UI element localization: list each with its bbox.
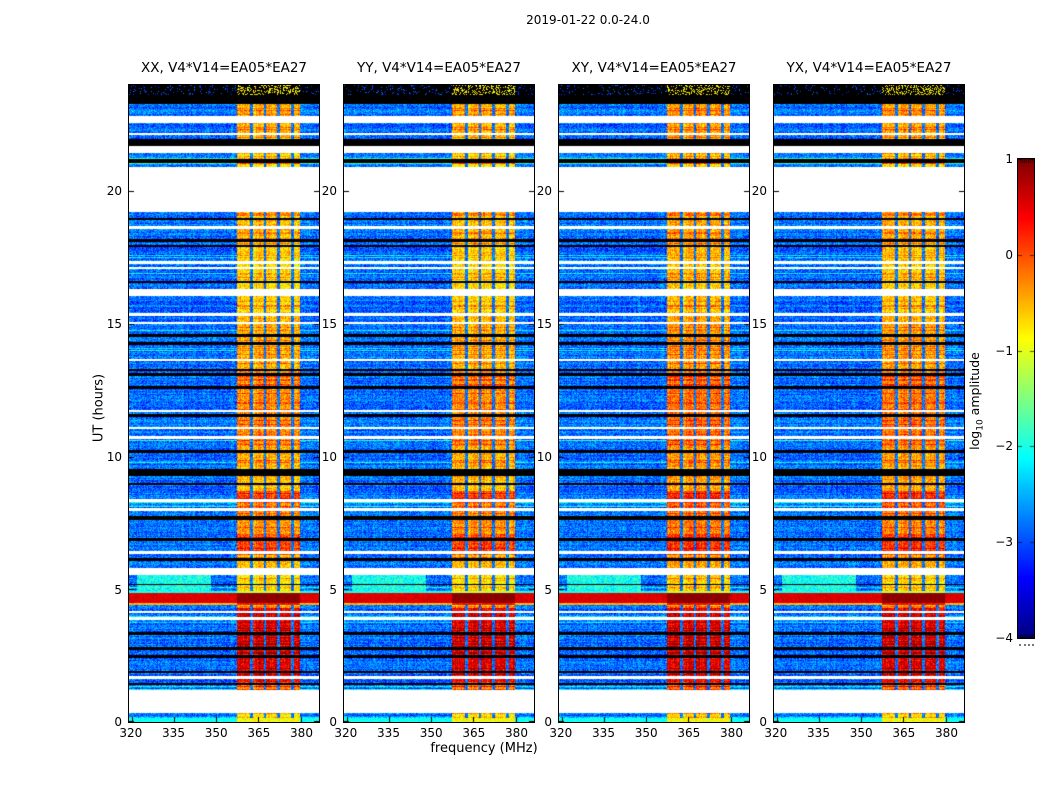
- spectrogram-panel: [558, 84, 750, 723]
- colorbar-label-suffix: amplitude: [966, 352, 982, 420]
- x-tick-label: 335: [592, 726, 615, 740]
- x-tick-label: 350: [419, 726, 443, 740]
- spectrogram-canvas: [129, 85, 319, 722]
- y-tick-label: 10: [751, 449, 767, 464]
- y-tick-label: 5: [114, 582, 122, 597]
- colorbar: [1017, 158, 1035, 639]
- x-tick-label: 380: [935, 726, 958, 740]
- spectrogram-panel: [343, 84, 535, 723]
- y-tick-label: 0: [544, 715, 552, 729]
- x-tick-label: 350: [634, 726, 658, 740]
- x-tick-label: 335: [162, 726, 185, 740]
- y-tick-label: 0: [329, 715, 337, 729]
- x-tick-label: 350: [204, 726, 228, 740]
- y-tick-label: 5: [544, 582, 552, 597]
- colorbar-tick-label: 1: [1005, 152, 1013, 166]
- x-tick-label: 365: [892, 726, 916, 740]
- x-tick-label: 380: [505, 726, 528, 740]
- y-tick-label: 15: [536, 316, 552, 331]
- figure-title: 2019-01-22 0.0-24.0: [526, 13, 650, 27]
- x-tick-label: 320: [334, 726, 358, 740]
- x-tick-label: 335: [807, 726, 830, 740]
- y-tick-label: 0: [759, 715, 767, 729]
- colorbar-tick-label: −2: [995, 439, 1013, 454]
- spectrogram-canvas: [559, 85, 749, 722]
- x-tick-label: 365: [462, 726, 486, 740]
- x-axis-label: frequency (MHz): [430, 741, 538, 756]
- y-tick-label: 20: [106, 183, 122, 198]
- y-tick-label: 15: [751, 316, 767, 331]
- y-tick-label: 20: [321, 183, 337, 198]
- x-tick-label: 335: [377, 726, 400, 740]
- y-tick-label: 0: [114, 715, 122, 729]
- panel-title: YX, V4*V14=EA05*EA27: [786, 60, 952, 76]
- y-tick-label: 20: [536, 183, 552, 198]
- y-tick-label: 10: [536, 449, 552, 464]
- spectrogram-panel: [128, 84, 320, 723]
- x-tick-label: 380: [290, 726, 313, 740]
- colorbar-tick-label: 0: [1005, 247, 1013, 262]
- x-tick-label: 365: [677, 726, 701, 740]
- y-tick-label: 5: [329, 582, 337, 597]
- colorbar-label-subscript: 10: [975, 419, 986, 431]
- y-tick-label: 15: [321, 316, 337, 331]
- spectrogram-panel: [773, 84, 965, 723]
- colorbar-tick-label: −3: [995, 535, 1013, 550]
- colorbar-canvas: [1018, 159, 1034, 638]
- x-tick-label: 320: [764, 726, 788, 740]
- colorbar-tick-label: −1: [995, 343, 1013, 358]
- y-tick-label: 5: [759, 582, 767, 597]
- x-tick-label: 350: [849, 726, 873, 740]
- y-tick-label: 10: [321, 449, 337, 464]
- x-tick-label: 380: [720, 726, 743, 740]
- spectrogram-canvas: [344, 85, 534, 722]
- colorbar-tick-label: −4: [995, 631, 1013, 645]
- panel-title: XX, V4*V14=EA05*EA27: [140, 60, 308, 76]
- colorbar-end-dots: [1019, 644, 1034, 646]
- x-tick-label: 320: [549, 726, 573, 740]
- x-tick-label: 365: [247, 726, 271, 740]
- spectrogram-canvas: [774, 85, 964, 722]
- y-tick-label: 20: [751, 183, 767, 198]
- panel-title: YY, V4*V14=EA05*EA27: [356, 60, 522, 76]
- y-tick-label: 10: [106, 449, 122, 464]
- y-tick-label: 15: [106, 316, 122, 331]
- panel-title: XY, V4*V14=EA05*EA27: [571, 60, 737, 76]
- x-tick-label: 320: [119, 726, 143, 740]
